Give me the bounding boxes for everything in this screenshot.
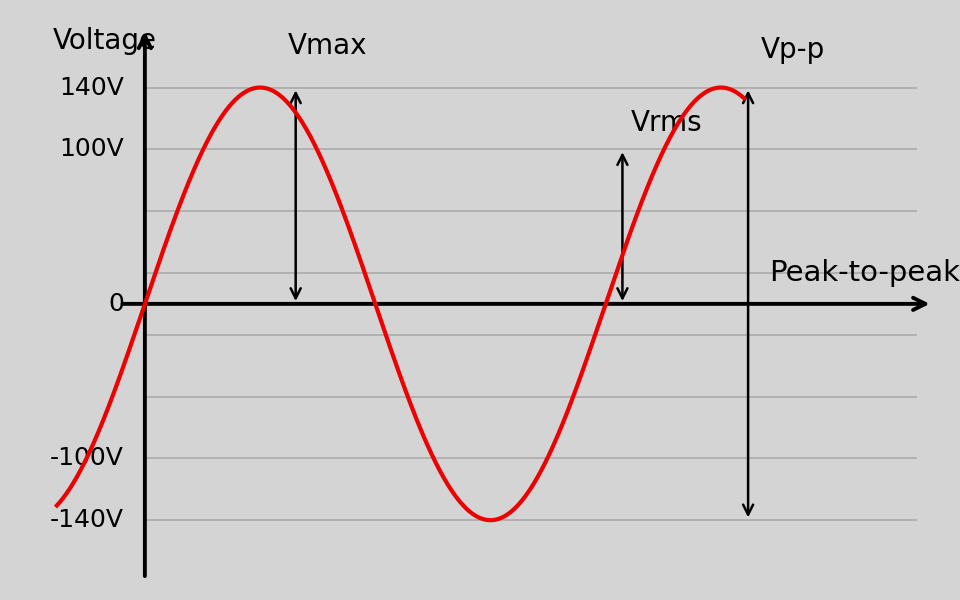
Text: Vp-p: Vp-p	[760, 37, 825, 64]
Text: Vrms: Vrms	[631, 109, 703, 137]
Text: -100V: -100V	[50, 446, 124, 470]
Text: Peak-to-peak: Peak-to-peak	[769, 259, 960, 287]
Text: 100V: 100V	[60, 137, 124, 161]
Text: -140V: -140V	[50, 508, 124, 532]
Text: Vmax: Vmax	[287, 32, 367, 60]
Text: Voltage: Voltage	[53, 27, 156, 55]
Text: 0: 0	[108, 292, 124, 316]
Text: 140V: 140V	[60, 76, 124, 100]
